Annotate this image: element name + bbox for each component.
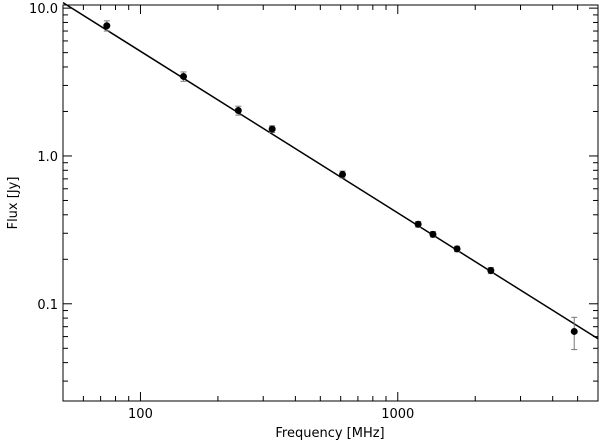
x-axis-label: Frequency [MHz]: [275, 426, 384, 441]
y-tick-label: 10.0: [29, 2, 58, 17]
x-tick-label: 1000: [381, 407, 414, 422]
axis-tick-labels: 100 1000 0.1 1.0 10.0: [29, 2, 414, 422]
data-point: [268, 125, 276, 133]
y-tick-label: 0.1: [37, 298, 58, 313]
plot-frame: [62, 4, 599, 402]
data-point: [339, 170, 347, 178]
data-point: [234, 107, 242, 115]
data-point: [487, 266, 495, 274]
fit-line: [62, 1, 599, 340]
x-tick-label: 100: [128, 407, 153, 422]
data-points-layer: [103, 20, 578, 351]
data-point: [570, 327, 578, 335]
data-point: [180, 72, 188, 80]
data-point: [429, 230, 437, 238]
y-tick-label: 1.0: [37, 150, 58, 165]
data-point: [453, 245, 461, 253]
y-axis-label: Flux [Jy]: [6, 177, 21, 230]
data-point: [103, 22, 111, 30]
fit-line-layer: [62, 1, 599, 340]
data-point: [414, 220, 422, 228]
axis-ticks: [62, 5, 599, 401]
